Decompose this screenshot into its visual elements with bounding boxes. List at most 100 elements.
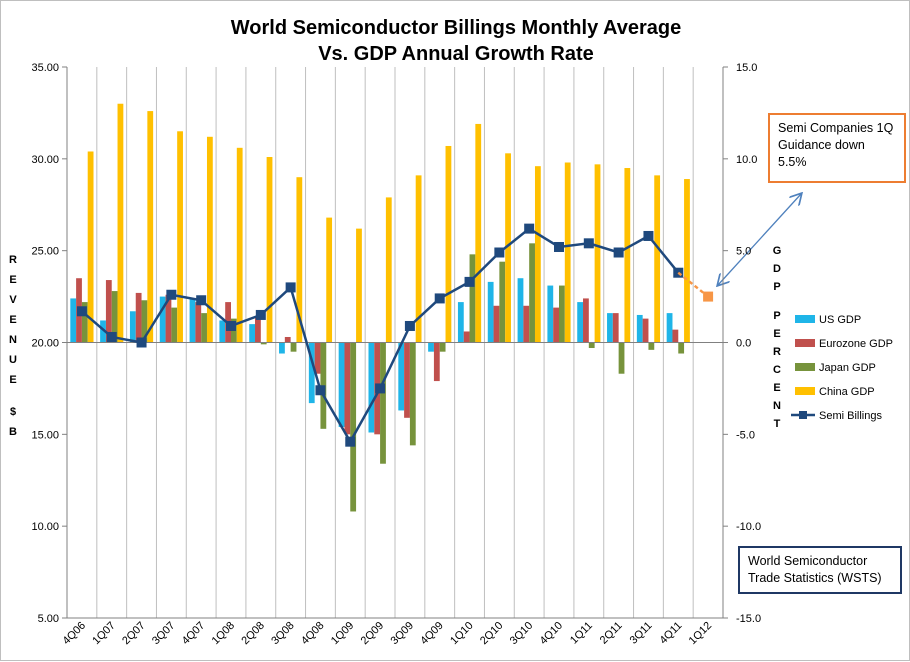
bar-eurozone-gdp xyxy=(583,298,589,343)
right-tick-label: -15.0 xyxy=(736,613,761,625)
x-tick-label: 4Q08 xyxy=(299,620,327,648)
bar-eurozone-gdp xyxy=(493,305,500,343)
left-axis-title: E xyxy=(9,314,16,326)
legend: US GDP Eurozone GDP Japan GDP China GDP Semi… xyxy=(791,314,893,422)
x-tick-label: 1Q09 xyxy=(329,620,357,648)
semi-billings-marker xyxy=(404,320,415,331)
right-axis-title: P xyxy=(773,310,780,322)
bar-japan-gdp xyxy=(588,342,595,349)
semi-billings-marker xyxy=(106,331,117,342)
bar-china-gdp xyxy=(177,131,183,343)
right-tick-label: 15.0 xyxy=(736,62,757,74)
bar-china-gdp xyxy=(296,177,303,343)
bar-china-gdp xyxy=(87,151,94,343)
x-tick-label: 1Q12 xyxy=(687,620,715,648)
bar-eurozone-gdp xyxy=(612,313,619,343)
left-axis-title: N xyxy=(9,334,17,346)
x-tick-label: 2Q10 xyxy=(478,620,506,648)
bar-china-gdp xyxy=(356,228,362,343)
source-line: World Semiconductor xyxy=(748,554,868,568)
x-tick-label: 2Q08 xyxy=(239,620,267,648)
bar-us-gdp xyxy=(219,320,226,343)
bar-japan-gdp xyxy=(201,313,207,343)
x-tick-label: 3Q11 xyxy=(628,620,655,647)
right-axis-title: N xyxy=(773,400,781,412)
semi-billings-line xyxy=(76,194,801,447)
semi-billings-marker xyxy=(315,385,326,396)
bar-china-gdp xyxy=(654,175,661,343)
bar-china-gdp xyxy=(147,111,154,343)
bar-china-gdp xyxy=(534,166,541,343)
x-tick-label: 4Q10 xyxy=(538,620,566,648)
bar-china-gdp xyxy=(266,156,273,343)
legend-label: Eurozone GDP xyxy=(819,338,893,350)
bar-eurozone-gdp xyxy=(553,307,559,343)
right-tick-label: 0.0 xyxy=(736,338,751,350)
bar-japan-gdp xyxy=(171,307,178,343)
bar-japan-gdp xyxy=(618,342,625,374)
bar-china-gdp xyxy=(117,103,124,343)
right-tick-label: 10.0 xyxy=(736,154,757,166)
bar-china-gdp xyxy=(594,164,601,343)
projection-marker xyxy=(703,291,714,302)
legend-swatch xyxy=(799,411,807,419)
semi-billings-marker xyxy=(613,247,624,258)
semi-billings-marker xyxy=(136,337,147,348)
legend-label: Japan GDP xyxy=(819,362,876,374)
left-tick-label: 20.00 xyxy=(31,338,59,350)
bar-eurozone-gdp xyxy=(523,305,530,343)
semi-billings-marker xyxy=(226,320,236,331)
bar-us-gdp xyxy=(159,296,166,343)
bar-us-gdp xyxy=(666,313,673,343)
bar-japan-gdp xyxy=(290,342,297,352)
x-tick-label: 3Q07 xyxy=(150,620,178,648)
bar-eurozone-gdp xyxy=(284,336,291,343)
semi-billings-marker xyxy=(166,289,177,300)
x-tick-label: 3Q09 xyxy=(389,620,417,648)
legend-swatch xyxy=(795,339,815,347)
x-tick-label: 4Q06 xyxy=(61,620,89,648)
left-tick-label: 25.00 xyxy=(31,246,59,258)
semi-billings-marker xyxy=(285,282,296,293)
bar-japan-gdp xyxy=(648,342,655,350)
legend-label: Semi Billings xyxy=(819,410,882,422)
bar-us-gdp xyxy=(249,324,256,343)
callout-arrow xyxy=(718,194,801,285)
bar-us-gdp xyxy=(129,311,136,343)
bar-japan-gdp xyxy=(439,342,446,352)
bar-japan-gdp xyxy=(559,285,565,343)
axes xyxy=(62,66,728,619)
right-axis-title: E xyxy=(773,328,780,340)
bar-us-gdp xyxy=(457,302,464,343)
bar-eurozone-gdp xyxy=(195,302,202,343)
bar-china-gdp xyxy=(415,175,422,343)
left-axis-title: B xyxy=(9,426,17,438)
left-tick-label: 15.00 xyxy=(31,429,59,441)
bar-china-gdp xyxy=(236,147,243,343)
right-tick-label: 5.0 xyxy=(736,246,751,258)
right-axis-title: C xyxy=(773,364,781,376)
bar-eurozone-gdp xyxy=(314,342,321,374)
bar-eurozone-gdp xyxy=(433,342,440,382)
legend-swatch xyxy=(795,387,815,395)
legend-label: US GDP xyxy=(819,314,861,326)
bar-japan-gdp xyxy=(469,254,476,343)
x-tick-label: 1Q11 xyxy=(568,620,595,647)
x-tick-label: 3Q08 xyxy=(269,620,297,648)
x-tick-label: 2Q11 xyxy=(598,620,625,647)
bar-us-gdp xyxy=(100,320,106,343)
left-tick-label: 35.00 xyxy=(31,62,59,74)
left-tick-label: 30.00 xyxy=(31,154,59,166)
x-tick-label: 2Q07 xyxy=(120,620,148,648)
semi-billings-marker xyxy=(464,276,475,287)
bar-japan-gdp xyxy=(529,243,535,343)
right-axis-title: E xyxy=(773,382,780,394)
left-axis-title: R xyxy=(9,254,17,266)
legend-swatch xyxy=(795,315,815,323)
bar-eurozone-gdp xyxy=(344,342,351,435)
semi-billings-marker xyxy=(345,436,356,447)
bar-china-gdp xyxy=(475,123,482,343)
x-tick-label: 3Q10 xyxy=(508,620,536,648)
x-tick-label: 4Q09 xyxy=(418,620,446,648)
bar-eurozone-gdp xyxy=(165,294,172,343)
